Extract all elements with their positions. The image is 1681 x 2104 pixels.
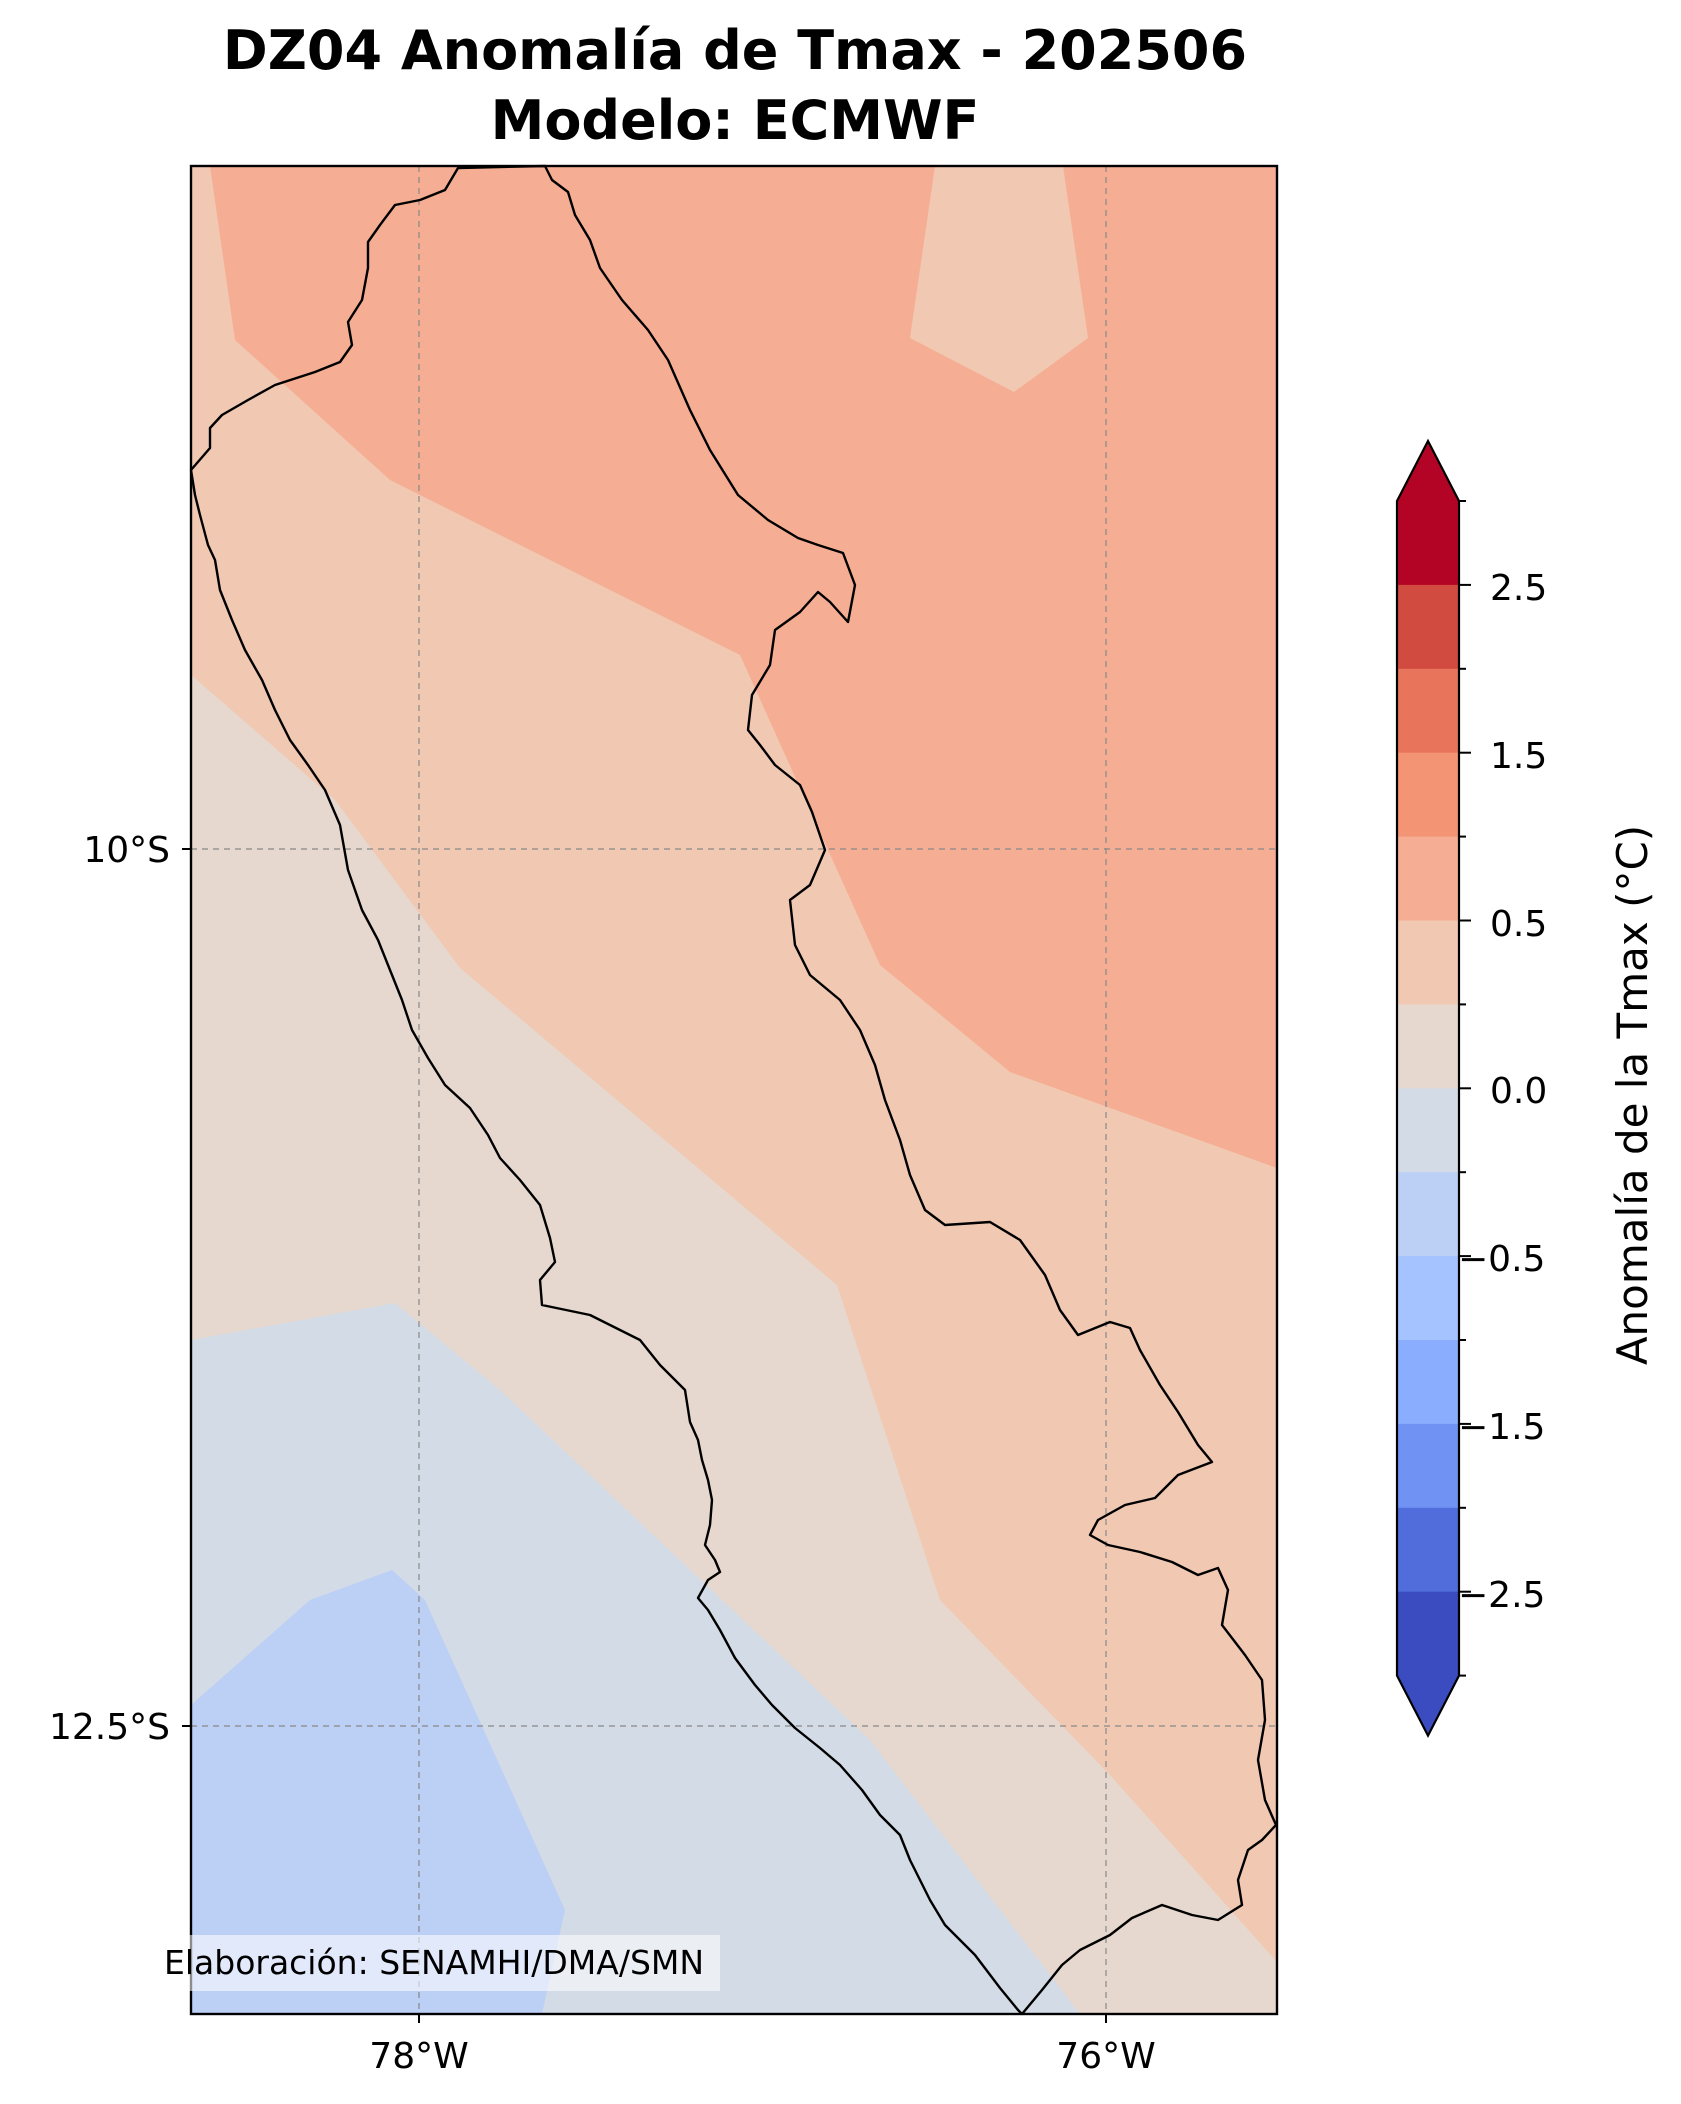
anomaly-fill-layer — [191, 166, 1277, 2014]
colorbar-label-1.5: 1.5 — [1490, 736, 1547, 777]
colorbar-segment — [1397, 501, 1459, 586]
colorbar-segment — [1397, 1256, 1459, 1341]
colorbar — [1395, 438, 1471, 1738]
region-boundary — [189, 164, 1278, 2016]
colorbar-arrow-bottom — [1397, 1675, 1459, 1736]
colorbar-segment — [1397, 1423, 1459, 1509]
zone-0.25-to-0.5-patch — [910, 166, 1088, 392]
lat-label-12-5s: 12.5°S — [49, 1707, 170, 1748]
map-frame — [189, 164, 1279, 2016]
colorbar-label-minus0.5: −0.5 — [1458, 1239, 1545, 1280]
colorbar-segment — [1397, 836, 1459, 922]
colorbar-segment — [1397, 920, 1459, 1005]
colorbar-label-0.0: 0.0 — [1490, 1071, 1547, 1112]
colorbar-segment — [1397, 1340, 1459, 1425]
colorbar-arrow-top — [1397, 441, 1459, 501]
colorbar-title: Anomalía de la Tmax (°C) — [1608, 825, 1657, 1365]
lat-ticks — [182, 848, 191, 1727]
lon-label-78w: 78°W — [369, 2036, 468, 2077]
gridlines — [191, 166, 1277, 2014]
zone-minus0.5-to-minus0.25 — [191, 1570, 565, 2014]
colorbar-segment — [1397, 1507, 1459, 1593]
colorbar-segment — [1397, 1172, 1459, 1257]
colorbar-segment — [1397, 668, 1459, 754]
lon-label-76w: 76°W — [1056, 2036, 1155, 2077]
colorbar-label-0.5: 0.5 — [1490, 904, 1547, 945]
colorbar-tick-labels: 2.5 1.5 0.5 0.0 −0.5 −1.5 −2.5 — [1458, 568, 1547, 1616]
colorbar-segment — [1397, 752, 1459, 838]
lon-ticks — [418, 2014, 1107, 2023]
colorbar-segment — [1397, 1591, 1459, 1677]
lat-label-10s: 10°S — [83, 830, 170, 871]
colorbar-label-minus1.5: −1.5 — [1458, 1407, 1545, 1448]
map-title-line2: Modelo: ECMWF — [490, 89, 980, 152]
colorbar-label-2.5: 2.5 — [1490, 568, 1547, 609]
colorbar-segment — [1397, 1088, 1459, 1173]
colorbar-segment — [1397, 584, 1459, 670]
map-title-line1: DZ04 Anomalía de Tmax - 202506 — [222, 19, 1248, 82]
colorbar-segment — [1397, 1004, 1459, 1089]
colorbar-label-minus2.5: −2.5 — [1458, 1575, 1545, 1616]
credit-label: Elaboración: SENAMHI/DMA/SMN — [148, 1935, 721, 1991]
